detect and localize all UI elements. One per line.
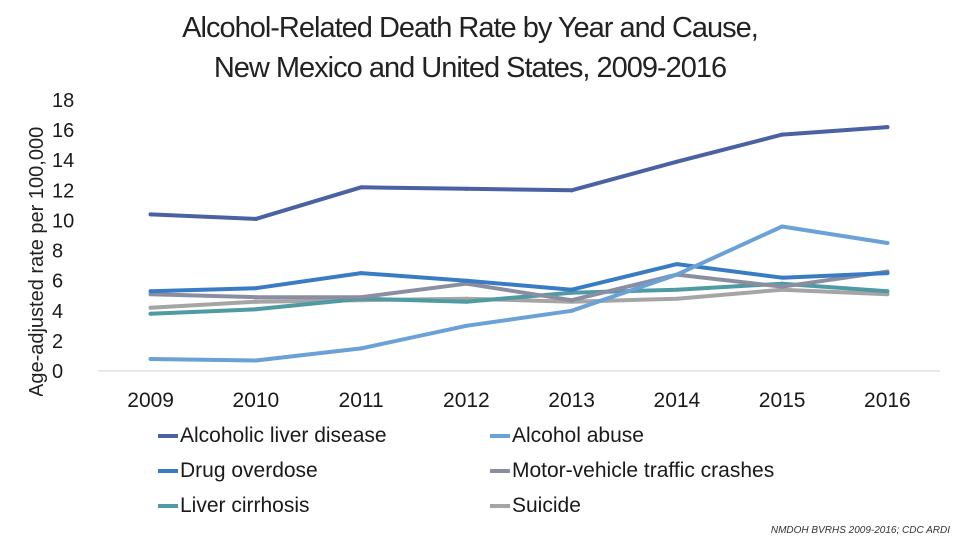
data-point-alcoholic-liver-disease [780,132,785,137]
y-tick-label: 16 [52,120,74,142]
data-point-motor-vehicle-traffic-crashes [569,298,574,303]
data-point-drug-overdose [148,289,153,294]
series-line-alcoholic-liver-disease [148,125,890,221]
y-tick-label: 0 [52,361,63,383]
data-point-alcohol-abuse [359,346,364,351]
data-point-alcoholic-liver-disease [148,212,153,217]
data-point-suicide [148,305,153,310]
data-point-alcohol-abuse [569,308,574,313]
data-point-motor-vehicle-traffic-crashes [359,295,364,300]
data-point-alcohol-abuse [464,323,469,328]
legend-swatch [490,434,510,438]
series-line-alcohol-abuse [148,224,890,363]
legend-label: Liver cirrhosis [180,494,310,517]
x-tick-label: 2016 [864,389,911,412]
x-tick-label: 2009 [127,389,174,412]
legend-item: Suicide [490,494,581,518]
legend-item: Drug overdose [158,459,318,483]
data-point-alcoholic-liver-disease [885,125,890,130]
data-point-drug-overdose [780,275,785,280]
series-line-drug-overdose [148,262,890,294]
data-point-suicide [253,299,258,304]
legend-label: Drug overdose [180,459,318,482]
data-point-suicide [674,296,679,301]
data-point-liver-cirrhosis [253,307,258,312]
data-point-alcohol-abuse [253,358,258,363]
legend-swatch [158,504,178,508]
data-point-liver-cirrhosis [464,299,469,304]
data-point-alcohol-abuse [780,224,785,229]
data-point-alcoholic-liver-disease [674,159,679,164]
y-tick-label: 8 [52,241,63,263]
data-point-drug-overdose [359,271,364,276]
x-tick-label: 2015 [759,389,806,412]
legend-item: Motor-vehicle traffic crashes [490,459,774,483]
legend-swatch [490,469,510,473]
data-point-liver-cirrhosis [885,289,890,294]
data-point-alcohol-abuse [885,241,890,246]
data-point-alcoholic-liver-disease [569,188,574,193]
data-point-motor-vehicle-traffic-crashes [780,284,785,289]
y-tick-label: 2 [52,331,63,353]
data-point-motor-vehicle-traffic-crashes [253,295,258,300]
data-point-alcohol-abuse [148,356,153,361]
legend-label: Alcoholic liver disease [180,424,387,447]
data-point-liver-cirrhosis [674,287,679,292]
x-tick-label: 2013 [548,389,595,412]
data-point-drug-overdose [464,278,469,283]
data-point-drug-overdose [674,262,679,267]
chart-title-line-2: New Mexico and United States, 2009-2016 [213,52,727,84]
legend-label: Suicide [512,494,581,517]
legend-item: Liver cirrhosis [158,494,310,518]
data-point-drug-overdose [885,271,890,276]
chart-title-line-1: Alcohol-Related Death Rate by Year and C… [182,12,759,44]
x-tick-label: 2012 [443,389,490,412]
x-tick-label: 2010 [233,389,280,412]
legend-item: Alcohol abuse [490,424,644,448]
source-note: NMDOH BVRHS 2009-2016; CDC ARDI [770,525,950,536]
series-line-suicide [148,287,890,310]
chart-title: Alcohol-Related Death Rate by Year and C… [150,8,790,88]
y-tick-label: 18 [52,90,74,112]
data-point-suicide [780,287,785,292]
data-point-alcoholic-liver-disease [464,186,469,191]
legend-item: Alcoholic liver disease [158,424,387,448]
legend-swatch [158,469,178,473]
data-point-liver-cirrhosis [569,290,574,295]
data-point-liver-cirrhosis [148,311,153,316]
y-tick-label: 10 [52,210,74,232]
y-tick-label: 6 [52,271,63,293]
data-point-drug-overdose [253,286,258,291]
data-point-alcoholic-liver-disease [359,185,364,190]
legend-label: Motor-vehicle traffic crashes [512,459,775,482]
legend-label: Alcohol abuse [512,424,644,447]
data-point-alcohol-abuse [674,272,679,277]
series-line-motor-vehicle-traffic-crashes [148,269,890,303]
x-tick-label: 2014 [654,389,701,412]
data-point-alcoholic-liver-disease [253,216,258,221]
y-tick-label: 4 [52,301,63,323]
data-point-suicide [885,292,890,297]
legend-swatch [158,434,178,438]
legend-swatch [490,504,510,508]
y-tick-label: 14 [52,150,74,172]
y-tick-label: 12 [52,180,74,202]
data-point-drug-overdose [569,287,574,292]
data-point-motor-vehicle-traffic-crashes [148,292,153,297]
x-tick-label: 2011 [339,389,384,412]
